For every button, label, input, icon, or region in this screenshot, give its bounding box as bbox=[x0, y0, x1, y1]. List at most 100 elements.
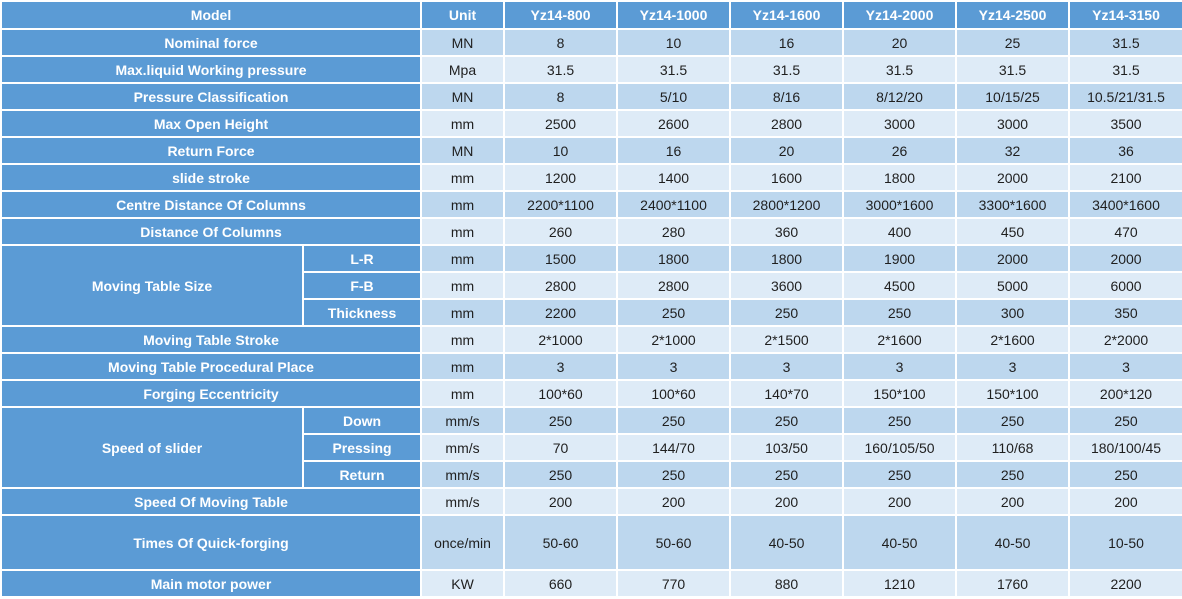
table-row: Return mm/s 250 250 250 250 250 250 bbox=[1, 460, 1182, 489]
row-label: Times Of Quick-forging bbox=[0, 514, 423, 571]
value-cell: 250 bbox=[503, 406, 619, 435]
value-cell: 5/10 bbox=[616, 82, 732, 111]
row-label: Max Open Height bbox=[0, 109, 423, 138]
value-cell: 3000*1600 bbox=[842, 190, 958, 219]
value-cell: 250 bbox=[842, 406, 958, 435]
value-cell: 2500 bbox=[503, 109, 619, 138]
value-cell: 2400*1100 bbox=[616, 190, 732, 219]
value-cell: 2000 bbox=[955, 244, 1071, 273]
value-cell: 1900 bbox=[842, 244, 958, 273]
table-row: Return Force MN 10 16 20 26 32 36 bbox=[0, 136, 1182, 165]
unit-cell: mm bbox=[420, 271, 506, 300]
value-cell: 2*2000 bbox=[1068, 325, 1182, 354]
value-cell: 1800 bbox=[616, 244, 732, 273]
value-cell: 2*1000 bbox=[616, 325, 732, 354]
unit-cell: mm bbox=[420, 352, 506, 381]
table-row: Moving Table Size L-R mm 1500 1800 1800 … bbox=[0, 244, 1182, 327]
value-cell: 2*1500 bbox=[729, 325, 845, 354]
value-cell: 110/68 bbox=[955, 433, 1071, 462]
value-cell: 2000 bbox=[1068, 244, 1182, 273]
value-cell: 3 bbox=[842, 352, 958, 381]
value-cell: 10-50 bbox=[1068, 514, 1182, 571]
table-row: Pressing mm/s 70 144/70 103/50 160/105/5… bbox=[1, 433, 1182, 462]
value-cell: 2100 bbox=[1068, 163, 1182, 192]
value-cell: 3 bbox=[955, 352, 1071, 381]
header-model-yz14-800: Yz14-800 bbox=[503, 0, 619, 30]
value-cell: 250 bbox=[1068, 406, 1182, 435]
unit-cell: mm bbox=[420, 163, 506, 192]
value-cell: 2800 bbox=[503, 271, 619, 300]
value-cell: 1760 bbox=[955, 569, 1071, 598]
header-model-yz14-1000: Yz14-1000 bbox=[616, 0, 732, 30]
value-cell: 300 bbox=[955, 298, 1071, 327]
value-cell: 250 bbox=[842, 460, 958, 489]
value-cell: 31.5 bbox=[955, 55, 1071, 84]
header-model: Model bbox=[0, 0, 423, 30]
value-cell: 2200*1100 bbox=[503, 190, 619, 219]
value-cell: 3000 bbox=[842, 109, 958, 138]
value-cell: 200 bbox=[729, 487, 845, 516]
unit-cell: mm bbox=[420, 244, 506, 273]
value-cell: 8/16 bbox=[729, 82, 845, 111]
row-label: Nominal force bbox=[0, 28, 423, 57]
value-cell: 3 bbox=[616, 352, 732, 381]
value-cell: 250 bbox=[616, 460, 732, 489]
table-row: Times Of Quick-forging once/min 50-60 50… bbox=[0, 514, 1182, 571]
row-sublabel: Return bbox=[301, 460, 423, 489]
header-model-yz14-2500: Yz14-2500 bbox=[955, 0, 1071, 30]
value-cell: 2*1000 bbox=[503, 325, 619, 354]
value-cell: 360 bbox=[729, 217, 845, 246]
value-cell: 3 bbox=[729, 352, 845, 381]
value-cell: 250 bbox=[729, 298, 845, 327]
unit-cell: mm bbox=[420, 298, 506, 327]
value-cell: 100*60 bbox=[503, 379, 619, 408]
unit-cell: mm bbox=[420, 379, 506, 408]
unit-cell: mm/s bbox=[420, 487, 506, 516]
header-unit: Unit bbox=[420, 0, 506, 30]
value-cell: 350 bbox=[1068, 298, 1182, 327]
value-cell: 200 bbox=[503, 487, 619, 516]
unit-cell: mm bbox=[420, 325, 506, 354]
value-cell: 3400*1600 bbox=[1068, 190, 1182, 219]
value-cell: 250 bbox=[842, 298, 958, 327]
value-cell: 200 bbox=[955, 487, 1071, 516]
value-cell: 31.5 bbox=[1068, 28, 1182, 57]
value-cell: 32 bbox=[955, 136, 1071, 165]
unit-cell: mm bbox=[420, 190, 506, 219]
value-cell: 3600 bbox=[729, 271, 845, 300]
table-row: Main motor power KW 660 770 880 1210 176… bbox=[0, 569, 1182, 598]
header-model-yz14-2000: Yz14-2000 bbox=[842, 0, 958, 30]
value-cell: 40-50 bbox=[955, 514, 1071, 571]
value-cell: 2800 bbox=[729, 109, 845, 138]
row-sublabel: Thickness bbox=[301, 298, 423, 327]
value-cell: 100*60 bbox=[616, 379, 732, 408]
value-cell: 1800 bbox=[729, 244, 845, 273]
table-row: Speed Of Moving Table mm/s 200 200 200 2… bbox=[0, 487, 1182, 516]
value-cell: 103/50 bbox=[729, 433, 845, 462]
value-cell: 25 bbox=[955, 28, 1071, 57]
value-cell: 250 bbox=[955, 406, 1071, 435]
value-cell: 1200 bbox=[503, 163, 619, 192]
unit-cell: MN bbox=[420, 82, 506, 111]
value-cell: 200*120 bbox=[1068, 379, 1182, 408]
value-cell: 31.5 bbox=[729, 55, 845, 84]
value-cell: 160/105/50 bbox=[842, 433, 958, 462]
unit-cell: KW bbox=[420, 569, 506, 598]
value-cell: 880 bbox=[729, 569, 845, 598]
unit-cell: mm/s bbox=[420, 433, 506, 462]
value-cell: 16 bbox=[729, 28, 845, 57]
value-cell: 200 bbox=[842, 487, 958, 516]
value-cell: 10/15/25 bbox=[955, 82, 1071, 111]
value-cell: 250 bbox=[616, 298, 732, 327]
value-cell: 250 bbox=[729, 406, 845, 435]
table-row: Moving Table Procedural Place mm 3 3 3 3… bbox=[0, 352, 1182, 381]
unit-cell: once/min bbox=[420, 514, 506, 571]
row-sublabel: Down bbox=[301, 406, 423, 435]
table-row: slide stroke mm 1200 1400 1600 1800 2000… bbox=[0, 163, 1182, 192]
value-cell: 6000 bbox=[1068, 271, 1182, 300]
value-cell: 8 bbox=[503, 28, 619, 57]
unit-cell: Mpa bbox=[420, 55, 506, 84]
row-label: Distance Of Columns bbox=[0, 217, 423, 246]
table-row: Max Open Height mm 2500 2600 2800 3000 3… bbox=[0, 109, 1182, 138]
